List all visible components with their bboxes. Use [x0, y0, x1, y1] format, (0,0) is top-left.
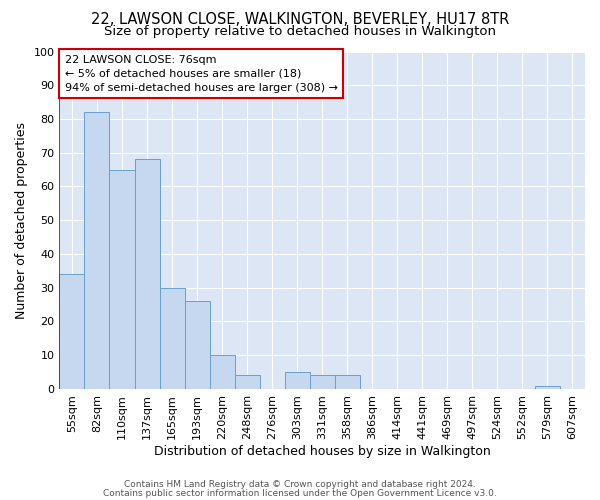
Bar	[59, 274, 85, 389]
Bar	[109, 170, 134, 389]
Bar	[185, 301, 209, 389]
Bar	[160, 288, 185, 389]
Bar	[235, 376, 260, 389]
Text: 22, LAWSON CLOSE, WALKINGTON, BEVERLEY, HU17 8TR: 22, LAWSON CLOSE, WALKINGTON, BEVERLEY, …	[91, 12, 509, 28]
X-axis label: Distribution of detached houses by size in Walkington: Distribution of detached houses by size …	[154, 444, 491, 458]
Text: Contains HM Land Registry data © Crown copyright and database right 2024.: Contains HM Land Registry data © Crown c…	[124, 480, 476, 489]
Bar	[310, 376, 335, 389]
Y-axis label: Number of detached properties: Number of detached properties	[15, 122, 28, 318]
Text: Size of property relative to detached houses in Walkington: Size of property relative to detached ho…	[104, 25, 496, 38]
Bar	[209, 355, 235, 389]
Bar	[284, 372, 310, 389]
Bar	[85, 112, 109, 389]
Text: Contains public sector information licensed under the Open Government Licence v3: Contains public sector information licen…	[103, 488, 497, 498]
Bar	[335, 376, 360, 389]
Bar	[134, 160, 160, 389]
Text: 22 LAWSON CLOSE: 76sqm
← 5% of detached houses are smaller (18)
94% of semi-deta: 22 LAWSON CLOSE: 76sqm ← 5% of detached …	[65, 55, 338, 93]
Bar	[535, 386, 560, 389]
